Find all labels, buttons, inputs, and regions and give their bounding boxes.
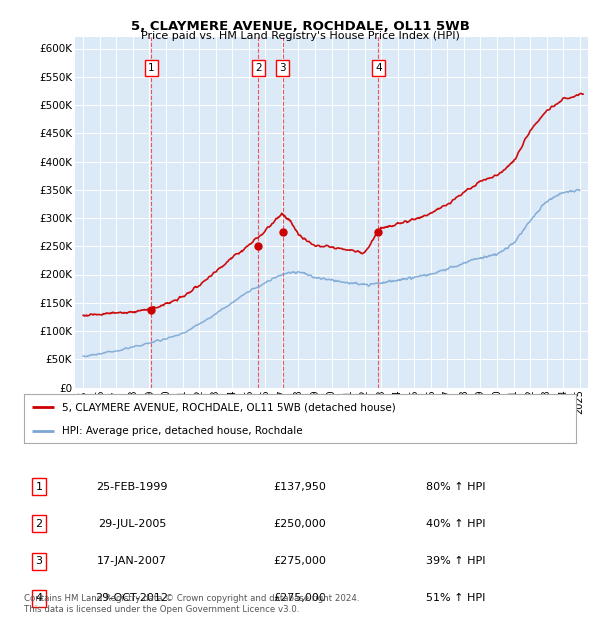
Text: 29-JUL-2005: 29-JUL-2005: [98, 519, 166, 529]
Text: 4: 4: [35, 593, 43, 603]
Text: 4: 4: [375, 63, 382, 73]
Text: 51% ↑ HPI: 51% ↑ HPI: [427, 593, 485, 603]
Text: 17-JAN-2007: 17-JAN-2007: [97, 556, 167, 566]
Text: 40% ↑ HPI: 40% ↑ HPI: [426, 519, 486, 529]
Text: 29-OCT-2012: 29-OCT-2012: [95, 593, 169, 603]
Text: £275,000: £275,000: [274, 593, 326, 603]
Text: 39% ↑ HPI: 39% ↑ HPI: [426, 556, 486, 566]
Text: £275,000: £275,000: [274, 556, 326, 566]
Text: 3: 3: [279, 63, 286, 73]
Text: 80% ↑ HPI: 80% ↑ HPI: [426, 482, 486, 492]
Text: HPI: Average price, detached house, Rochdale: HPI: Average price, detached house, Roch…: [62, 426, 302, 436]
Text: 3: 3: [35, 556, 43, 566]
Text: Price paid vs. HM Land Registry's House Price Index (HPI): Price paid vs. HM Land Registry's House …: [140, 31, 460, 41]
Text: 5, CLAYMERE AVENUE, ROCHDALE, OL11 5WB (detached house): 5, CLAYMERE AVENUE, ROCHDALE, OL11 5WB (…: [62, 402, 395, 412]
Text: 1: 1: [148, 63, 155, 73]
Text: 2: 2: [35, 519, 43, 529]
Text: 25-FEB-1999: 25-FEB-1999: [96, 482, 168, 492]
Text: 1: 1: [35, 482, 43, 492]
Text: 5, CLAYMERE AVENUE, ROCHDALE, OL11 5WB: 5, CLAYMERE AVENUE, ROCHDALE, OL11 5WB: [131, 20, 469, 33]
Text: £137,950: £137,950: [274, 482, 326, 492]
Text: 2: 2: [255, 63, 262, 73]
Text: Contains HM Land Registry data © Crown copyright and database right 2024.
This d: Contains HM Land Registry data © Crown c…: [24, 595, 359, 614]
Text: £250,000: £250,000: [274, 519, 326, 529]
